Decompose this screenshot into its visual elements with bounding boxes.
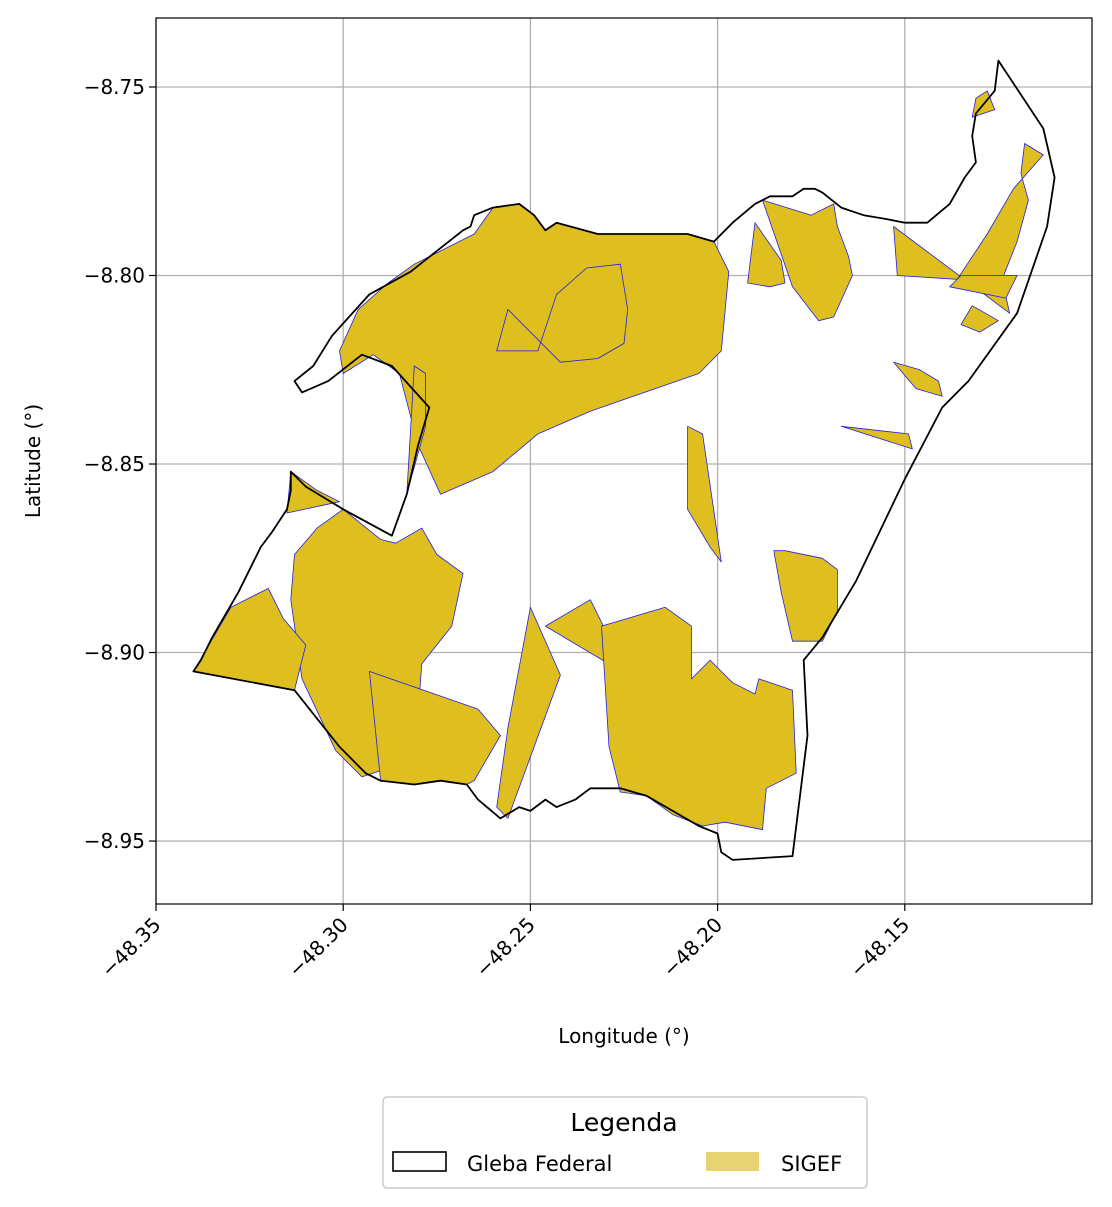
y-tick-label: −8.80 — [84, 264, 145, 288]
x-axis-title: Longitude (°) — [558, 1024, 689, 1048]
gleba-federal-layer — [192, 59, 1056, 861]
legend-swatch-gleba — [392, 1151, 447, 1172]
y-axis: −8.75 −8.80 −8.85 −8.90 −8.95 — [84, 75, 156, 853]
gleba-federal-boundary — [192, 59, 1056, 861]
plot-frame — [155, 17, 1093, 905]
legend-label-sigef: SIGEF — [781, 1152, 842, 1176]
y-tick-label: −8.85 — [84, 452, 145, 476]
sigef-parcel — [687, 425, 722, 563]
legend-title: Legenda — [570, 1108, 677, 1137]
legend-label-gleba: Gleba Federal — [467, 1152, 612, 1176]
sigef-parcel — [840, 425, 913, 450]
sigef-parcel — [762, 199, 853, 322]
legend: Legenda Gleba Federal SIGEF — [382, 1096, 868, 1189]
sigef-parcel — [949, 275, 1018, 299]
sigef-parcel — [496, 606, 561, 819]
sigef-layer — [193, 90, 1044, 831]
legend-swatch-sigef — [706, 1152, 759, 1171]
y-axis-title: Latitude (°) — [21, 404, 45, 518]
y-tick-label: −8.95 — [84, 829, 145, 853]
y-tick-label: −8.90 — [84, 641, 145, 665]
sigef-parcel — [893, 361, 943, 397]
sigef-parcel — [960, 305, 999, 333]
sigef-parcel — [496, 263, 629, 363]
y-tick-label: −8.75 — [84, 75, 145, 99]
sigef-parcel — [747, 222, 786, 288]
